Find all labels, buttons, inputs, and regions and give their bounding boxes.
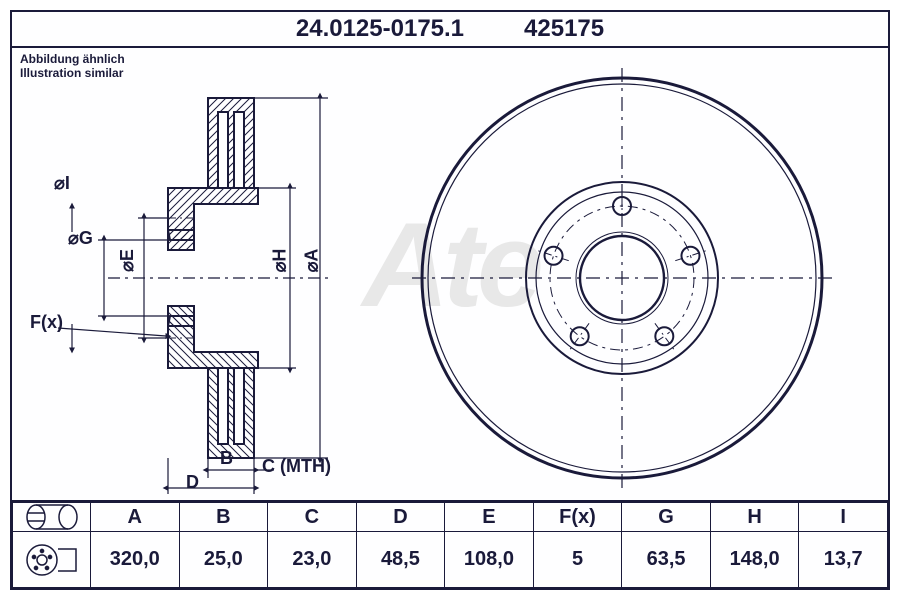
table-header-row: A B C D E F(x) G H I — [13, 503, 888, 532]
ref-number: 425175 — [524, 15, 604, 43]
table-value-row: 320,0 25,0 23,0 48,5 108,0 5 63,5 148,0 … — [13, 532, 888, 588]
label-B: B — [220, 448, 233, 469]
dimension-table-wrap: A B C D E F(x) G H I — [12, 500, 888, 588]
label-D: D — [186, 472, 199, 493]
part-number: 24.0125-0175.1 — [296, 15, 464, 43]
val-G: 63,5 — [622, 532, 711, 588]
label-diaA: ⌀A — [301, 249, 322, 273]
header-bar: 24.0125-0175.1 425175 — [12, 12, 888, 48]
dimension-table: A B C D E F(x) G H I — [12, 502, 888, 588]
col-A: A — [91, 503, 180, 532]
col-C: C — [268, 503, 357, 532]
section-icon — [24, 503, 80, 531]
label-diaH: ⌀H — [269, 249, 290, 273]
val-D: 48,5 — [356, 532, 445, 588]
col-B: B — [179, 503, 268, 532]
val-H: 148,0 — [710, 532, 799, 588]
val-A: 320,0 — [91, 532, 180, 588]
col-H: H — [710, 503, 799, 532]
val-B: 25,0 — [179, 532, 268, 588]
val-F: 5 — [533, 532, 622, 588]
label-C: C (MTH) — [262, 456, 331, 477]
col-G: G — [622, 503, 711, 532]
val-E: 108,0 — [445, 532, 534, 588]
val-I: 13,7 — [799, 532, 888, 588]
label-Fx: F(x) — [30, 312, 63, 333]
col-F: F(x) — [533, 503, 622, 532]
technical-drawing-page: 24.0125-0175.1 425175 Abbildung ähnlich … — [10, 10, 890, 590]
col-E: E — [445, 503, 534, 532]
label-diaE: ⌀E — [117, 249, 138, 272]
col-I: I — [799, 503, 888, 532]
drawing-area: Ate — [12, 48, 888, 500]
icon-cell-bottom — [13, 532, 91, 588]
front-view-svg — [372, 58, 872, 498]
section-view-svg — [18, 58, 358, 498]
icon-cell-top — [13, 503, 91, 532]
label-diaI: ⌀I — [54, 173, 70, 194]
val-C: 23,0 — [268, 532, 357, 588]
col-D: D — [356, 503, 445, 532]
label-diaG: ⌀G — [68, 228, 93, 249]
disc-face-icon — [24, 543, 80, 577]
